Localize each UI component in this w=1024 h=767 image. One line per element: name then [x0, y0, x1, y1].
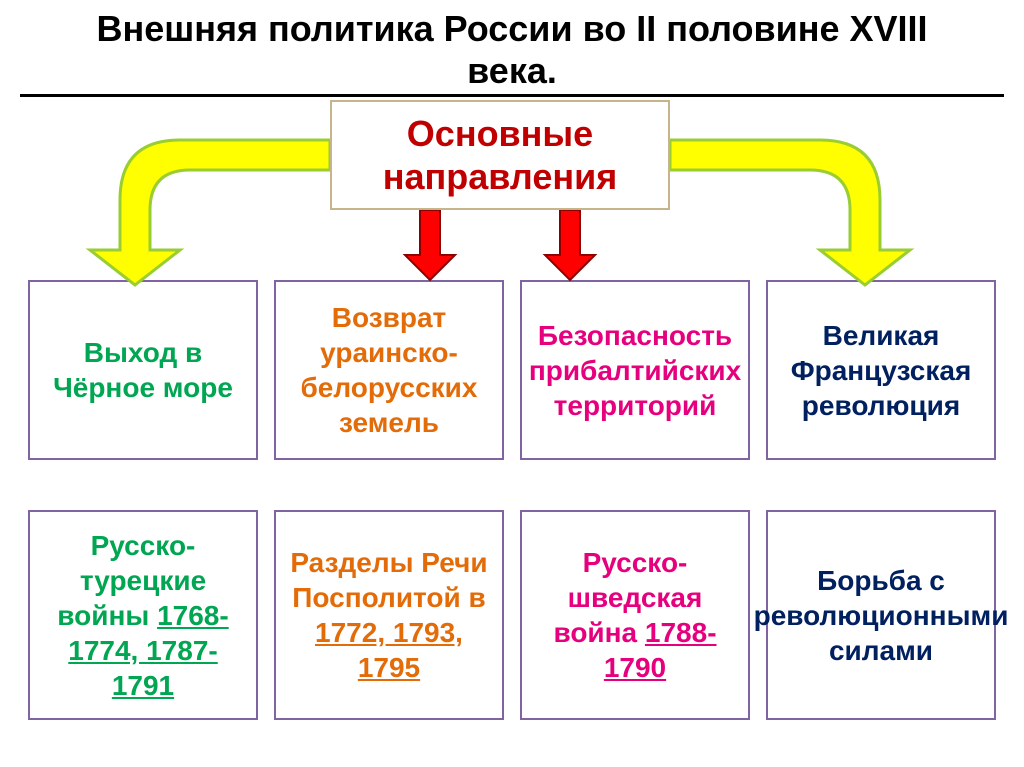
direction-ukraine-belarus: Возврат ураинско-белорусских земель [274, 280, 504, 460]
direction-baltic: Безопасность прибалтийских территорий [520, 280, 750, 460]
event-turkish-wars: Русско-турецкие войны 1768-1774, 1787-17… [28, 510, 258, 720]
arrow-red-right [545, 210, 595, 280]
events-row: Русско-турецкие войны 1768-1774, 1787-17… [0, 510, 1024, 720]
direction-french-revolution: Великая Французская революция [766, 280, 996, 460]
event-label: Русско-шведская война 1788-1790 [530, 545, 740, 685]
direction-label: Возврат ураинско-белорусских земель [284, 300, 494, 440]
event-swedish-war: Русско-шведская война 1788-1790 [520, 510, 750, 720]
direction-black-sea: Выход в Чёрное море [28, 280, 258, 460]
event-poland-partitions: Разделы Речи Посполитой в 1772, 1793, 17… [274, 510, 504, 720]
page-title: Внешняя политика России во II половине X… [20, 0, 1004, 97]
directions-row: Выход в Чёрное море Возврат ураинско-бел… [0, 280, 1024, 460]
event-label: Русско-турецкие войны 1768-1774, 1787-17… [38, 528, 248, 703]
event-counter-revolution: Борьба с революционными силами [766, 510, 996, 720]
title-text: Внешняя политика России во II половине X… [96, 8, 927, 91]
main-directions-text: Основные направления [332, 112, 668, 198]
direction-label: Выход в Чёрное море [38, 335, 248, 405]
direction-label: Безопасность прибалтийских территорий [529, 318, 741, 423]
arrow-curved-right [670, 140, 910, 285]
arrow-curved-left [90, 140, 330, 285]
arrow-red-left [405, 210, 455, 280]
main-directions-box: Основные направления [330, 100, 670, 210]
event-label: Борьба с революционными силами [754, 563, 1009, 668]
event-label: Разделы Речи Посполитой в 1772, 1793, 17… [284, 545, 494, 685]
direction-label: Великая Французская революция [776, 318, 986, 423]
